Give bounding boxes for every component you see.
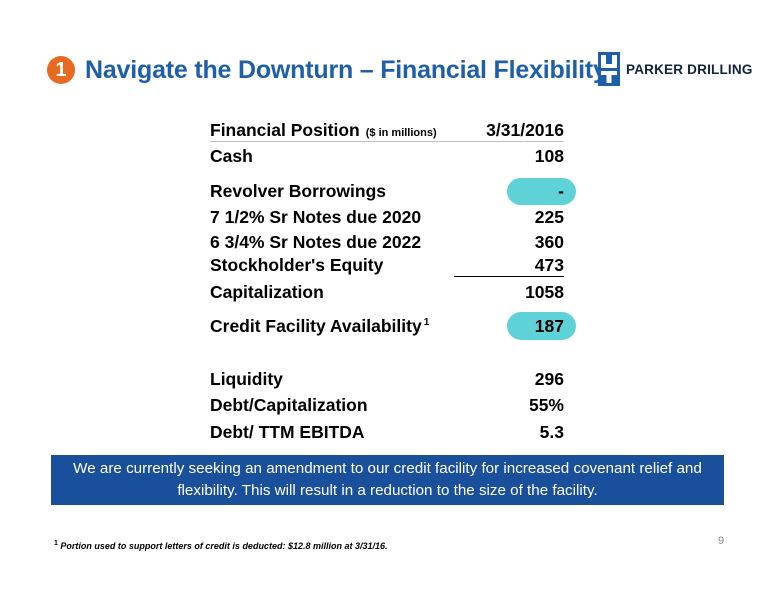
table-row: 6 3/4% Sr Notes due 2022 360 [210, 230, 564, 254]
row-label: Liquidity [210, 368, 283, 389]
row-label: Cash [210, 145, 253, 166]
table-row: Stockholder's Equity 473 [210, 253, 564, 277]
table-row: Debt/Capitalization 55% [210, 393, 564, 417]
row-value: 225 [534, 206, 564, 227]
footnote-number: 1 [54, 540, 58, 547]
slide-title: Navigate the Downturn – Financial Flexib… [85, 55, 607, 84]
table-header-row: Financial Position ($ in millions) 3/31/2… [210, 118, 564, 142]
footnote-text: Portion used to support letters of credi… [60, 541, 388, 551]
page-number: 9 [718, 535, 725, 547]
table-row: Revolver Borrowings - [210, 179, 564, 203]
row-label: Stockholder's Equity [210, 254, 384, 275]
credit-availability-highlight [507, 312, 576, 340]
subtotal-divider [454, 276, 564, 277]
row-value: 108 [534, 145, 564, 166]
row-label: 7 1/2% Sr Notes due 2020 [210, 206, 422, 227]
logo-wordmark: PARKER DRILLING [626, 62, 753, 77]
footnote-marker: 1 [423, 316, 430, 328]
row-label: Revolver Borrowings [210, 180, 387, 201]
table-row: Liquidity 296 [210, 367, 564, 391]
row-value: 5.3 [539, 421, 564, 442]
table-heading-date: 3/31/2016 [486, 119, 564, 140]
row-label: Capitalization [210, 281, 324, 302]
row-value: 187 [534, 315, 564, 336]
logo-text-drilling: DRILLING [687, 61, 753, 77]
slide-header: 1 Navigate the Downturn – Financial Flex… [47, 52, 607, 88]
row-label: 6 3/4% Sr Notes due 2022 [210, 231, 422, 252]
parker-drilling-logo-icon [598, 52, 620, 86]
revolver-value-highlight [507, 178, 576, 205]
table-heading-units: ($ in millions) [365, 126, 437, 139]
logo-text-parker: PARKER [626, 61, 684, 77]
table-row: Cash 108 [210, 144, 564, 168]
row-value: 473 [534, 254, 564, 275]
table-row: Capitalization 1058 [210, 280, 564, 304]
footnote: 1 Portion used to support letters of cre… [54, 540, 388, 551]
row-label: Debt/ TTM EBITDA [210, 421, 365, 442]
row-label: Debt/Capitalization [210, 394, 368, 415]
credit-amendment-banner: We are currently seeking an amendment to… [51, 455, 724, 505]
table-row: 7 1/2% Sr Notes due 2020 225 [210, 205, 564, 229]
row-value: 360 [534, 231, 564, 252]
row-value: - [558, 180, 564, 201]
company-logo: PARKER DRILLING [598, 52, 753, 86]
section-number-badge: 1 [47, 56, 75, 84]
row-value: 1058 [525, 281, 564, 302]
table-heading-label: Financial Position [210, 119, 360, 140]
row-value: 55% [528, 394, 564, 415]
table-row: Credit Facility Availability 1 187 [210, 314, 564, 338]
header-divider [210, 141, 564, 142]
row-label: Credit Facility Availability [210, 315, 422, 336]
row-value: 296 [534, 368, 564, 389]
table-row: Debt/ TTM EBITDA 5.3 [210, 420, 564, 444]
